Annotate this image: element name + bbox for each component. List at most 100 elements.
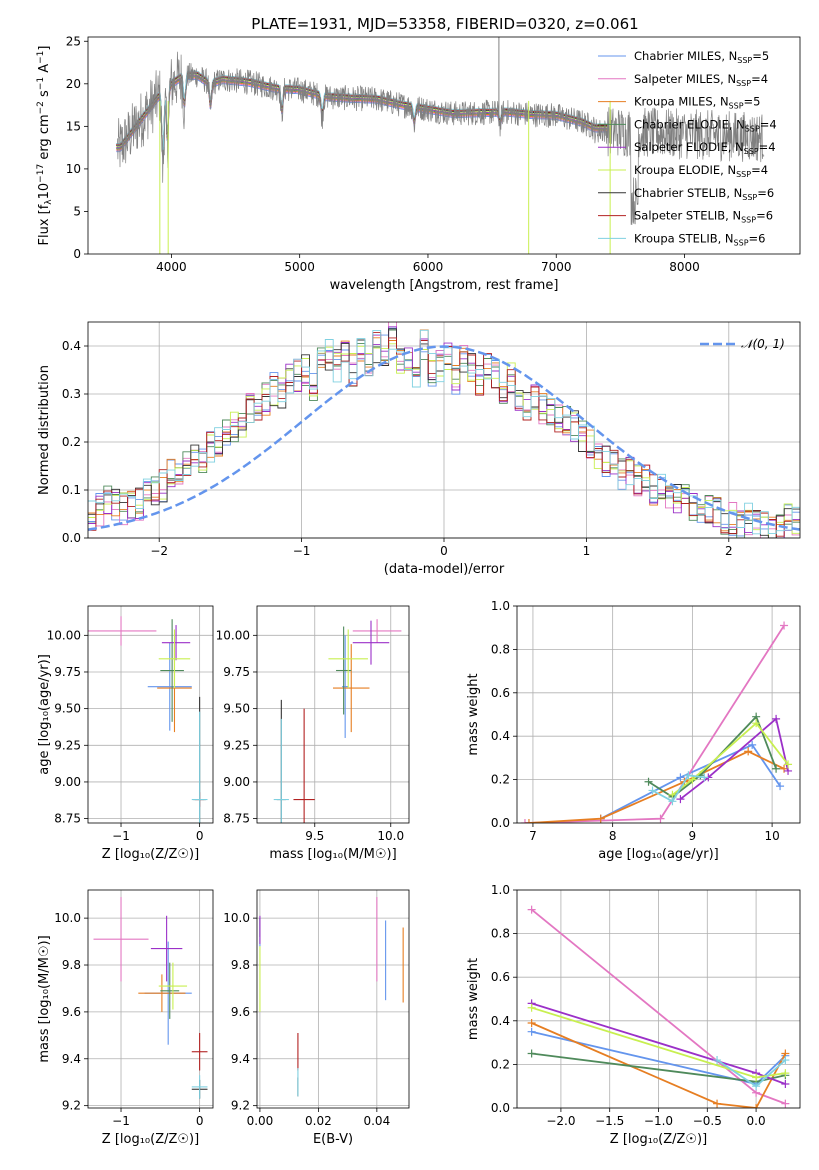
legend-entry-label: Chabrier STELIB, NSSP=6	[634, 186, 774, 202]
y-tick-label: 10.00	[216, 628, 250, 642]
mass-weight-point	[688, 775, 697, 784]
legend-entry-label: Salpeter STELIB, NSSP=6	[634, 209, 773, 225]
x-tick-label: 0.00	[247, 1114, 274, 1128]
plot-area	[93, 897, 208, 1099]
y-tick-label: 0	[73, 247, 81, 261]
legend-entry-suffix: =4	[760, 117, 777, 131]
panel-mass-weight-vs-z: −2.0 −1.5 −1.0 −0.5 0.0 0.0 0.2 0.4 0.6 0.8 1.0 Z […	[466, 883, 801, 1147]
plot-area	[116, 37, 765, 254]
axes-frame	[516, 889, 801, 1109]
legend-entry-label: Kroupa STELIB, NSSP=6	[634, 231, 765, 247]
mass-weight-point	[748, 740, 757, 749]
mass-weight-point	[781, 1056, 790, 1065]
legend-entry-subscript: SSP	[734, 238, 749, 247]
y-axis-label: Flux [fλ10−17 erg cm−2 s−1 A−1]	[36, 46, 54, 246]
mass-weight-point	[524, 819, 533, 823]
panel-mass-weight-vs-age: 7 8 9 10 0.0 0.2 0.4 0.6 0.8 1.0 age [log₁₀(age/yr…	[466, 599, 801, 862]
axes-frame	[516, 605, 801, 824]
y-tick-label: 0.0	[62, 531, 81, 545]
mass-weight-line	[531, 1022, 787, 1108]
plot-area	[527, 905, 790, 1108]
mass-weight-point	[648, 786, 657, 795]
observed-spectrum-line	[117, 51, 765, 225]
x-axis-label: (data-model)/error	[384, 562, 505, 577]
panel-mass-vs-z: −1 0 9.2 9.4 9.6 9.8 10.0 Z [log₁₀(Z/Z☉)] mass […	[37, 889, 214, 1147]
legend-entry-suffix: =5	[752, 49, 769, 63]
y-tick-label: 25	[66, 34, 81, 48]
y-axis-label-part: Flux [f	[37, 204, 52, 245]
legend-entry-subscript: SSP	[736, 170, 751, 179]
y-axis-label: age [log₁₀(age/yr)]	[37, 654, 52, 775]
legend-entry-text: Salpeter MILES, N	[634, 72, 736, 86]
legend-entry-subscript: SSP	[742, 193, 757, 202]
legend-entry-subscript: SSP	[736, 79, 751, 88]
mass-weight-point	[781, 1069, 790, 1078]
mass-weight-line	[679, 717, 789, 800]
y-tick-label: 0.8	[491, 927, 510, 941]
x-tick-label: 0	[196, 1114, 204, 1128]
x-tick-label: 5000	[284, 260, 315, 274]
mass-weight-point	[784, 760, 793, 769]
y-tick-label: 15	[66, 119, 81, 133]
x-tick-label: 6000	[413, 260, 444, 274]
y-axis-label: Normed distribution	[37, 365, 52, 495]
mass-weight-point	[644, 777, 653, 786]
y-axis-label-part: −1	[36, 77, 46, 90]
legend-entry-suffix: =6	[749, 231, 766, 245]
y-tick-label: 0.2	[491, 773, 510, 787]
mass-weight-point	[781, 1099, 790, 1108]
mass-weight-point	[752, 1104, 761, 1108]
y-tick-label: 10.0	[54, 911, 81, 925]
y-tick-label: 5	[73, 204, 81, 218]
x-tick-label: 0.02	[305, 1114, 332, 1128]
plot-area	[273, 619, 402, 823]
mass-weight-point	[752, 1073, 761, 1082]
y-tick-label: 1.0	[491, 599, 510, 613]
y-tick-label: 9.00	[223, 775, 250, 789]
legend-entry-suffix: =4	[751, 163, 768, 177]
mass-weight-point	[772, 714, 781, 723]
y-axis-label: mass weight	[466, 958, 481, 1040]
y-tick-label: 10.00	[47, 628, 81, 642]
legend-entry-text: Salpeter STELIB, N	[634, 209, 741, 223]
y-axis-label-part: λ	[44, 199, 54, 205]
y-tick-label: 0.0	[491, 1101, 510, 1115]
legend-entry-label: Kroupa ELODIE, NSSP=4	[634, 163, 768, 179]
y-tick-label: 10	[66, 162, 81, 176]
y-axis-label-part: s	[37, 90, 52, 101]
panel-spectrum: 4000 5000 6000 7000 8000 0 5 10 15 20 25 wavelength…	[36, 34, 801, 293]
axes-frame	[87, 321, 801, 539]
figure-title: PLATE=1931, MJD=53358, FIBERID=0320, z=0…	[251, 15, 638, 33]
gaussian-curve	[88, 345, 800, 531]
y-tick-label: 9.4	[231, 1052, 250, 1066]
mass-weight-point	[676, 773, 685, 782]
axes-frame	[87, 36, 801, 255]
mass-weight-line	[671, 721, 789, 796]
y-tick-label: 9.6	[231, 1005, 250, 1019]
plot-area	[88, 616, 208, 823]
plot-area	[520, 621, 793, 823]
plot-area	[259, 897, 404, 1097]
mass-weight-point	[752, 719, 761, 728]
legend-entry-suffix: =4	[751, 72, 768, 86]
y-axis-label: mass weight	[466, 673, 481, 755]
mass-weight-point	[713, 1099, 722, 1108]
x-tick-label: −1.0	[644, 1114, 673, 1128]
y-axis-label-part: 10	[37, 183, 52, 200]
legend-entry-text: Kroupa MILES, N	[634, 95, 729, 109]
x-tick-label: −1.5	[595, 1114, 624, 1128]
legend-entry-label: Chabrier ELODIE, NSSP=4	[634, 117, 777, 133]
x-tick-label: 7000	[541, 260, 572, 274]
y-tick-label: 0.4	[62, 339, 81, 353]
x-tick-label: −0.5	[693, 1114, 722, 1128]
x-tick-label: 4000	[156, 260, 187, 274]
x-tick-label: 0	[196, 829, 204, 843]
legend-entry-label: Salpeter MILES, NSSP=4	[634, 72, 768, 88]
x-tick-label: 9.5	[305, 829, 324, 843]
legend-entry-text: Kroupa STELIB, N	[634, 231, 734, 245]
legend-entry-label: Kroupa MILES, NSSP=5	[634, 95, 760, 111]
mass-weight-line	[652, 774, 705, 803]
y-axis-label-part: erg cm	[37, 114, 52, 163]
